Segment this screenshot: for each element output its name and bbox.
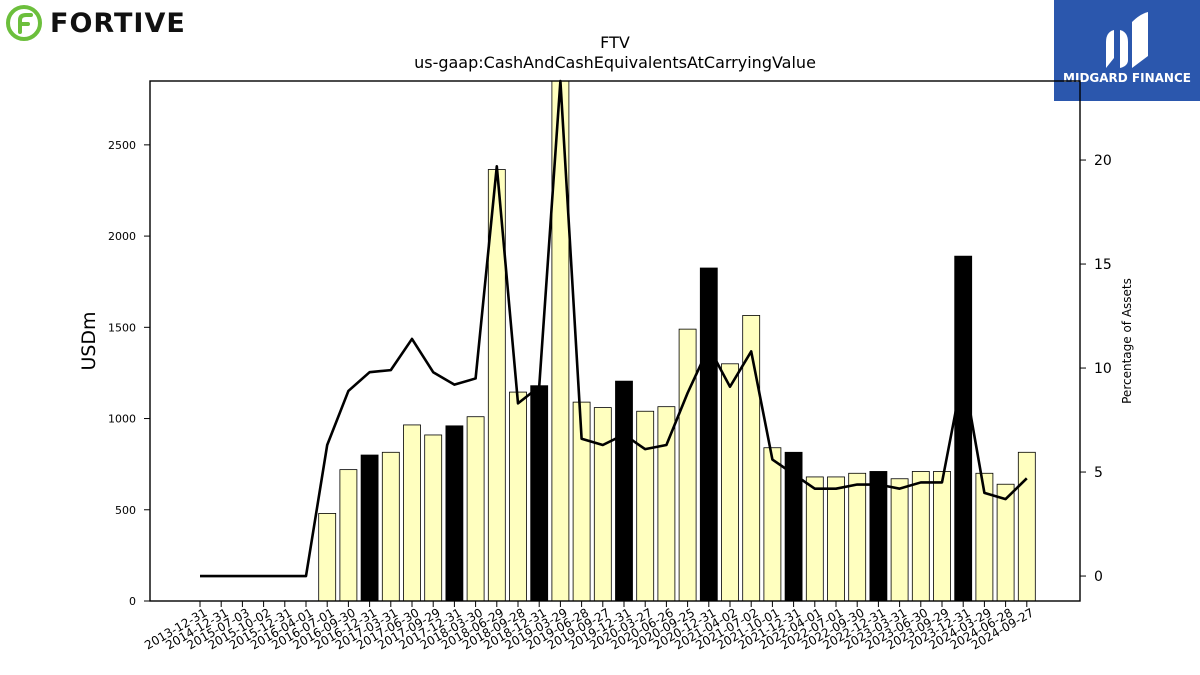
y-axis-label: USDm	[78, 311, 100, 370]
fortive-logo-text: FORTIVE	[50, 7, 186, 39]
y-tick-label: 0	[129, 595, 136, 608]
bar	[615, 380, 633, 602]
y2-tick-label: 15	[1094, 257, 1112, 273]
y-tick-label: 2500	[108, 139, 136, 152]
bar	[954, 255, 973, 602]
y2-axis-label: Percentage of Assets	[1120, 278, 1134, 404]
bar	[763, 447, 782, 602]
badge-text: MIDGARD FINANCE	[1063, 71, 1191, 85]
bar	[827, 476, 845, 602]
chart-title: FTV	[600, 33, 630, 52]
bar	[933, 471, 951, 602]
bar	[445, 425, 464, 602]
plot-area-frame	[149, 80, 1081, 602]
bar	[466, 416, 485, 602]
bar	[530, 385, 549, 602]
bar	[424, 434, 443, 602]
y2-tick-label: 0	[1094, 569, 1103, 585]
bar	[742, 315, 761, 602]
bar	[996, 483, 1015, 602]
bar	[360, 454, 379, 602]
chart-subtitle: us-gaap:CashAndCashEquivalentsAtCarrying…	[414, 53, 816, 72]
bar	[678, 328, 697, 602]
bar	[403, 424, 421, 602]
bar	[890, 478, 909, 602]
bar	[636, 410, 655, 602]
bar	[318, 513, 337, 602]
y-tick-label: 500	[115, 504, 136, 517]
midgard-finance-badge: MIDGARD FINANCE	[1054, 0, 1200, 101]
fortive-logo-icon	[6, 5, 42, 41]
bar	[848, 472, 867, 602]
bar	[381, 451, 400, 602]
y2-tick-label: 5	[1094, 465, 1103, 481]
y2-tick-label: 10	[1094, 361, 1112, 377]
bar	[911, 471, 930, 602]
bar	[657, 406, 676, 602]
y-tick-label: 1500	[108, 321, 136, 334]
y-tick-label: 1000	[108, 413, 136, 426]
percentage-line	[200, 79, 1028, 578]
bar	[593, 407, 612, 602]
y-tick-label: 2000	[108, 230, 136, 243]
fortive-logo: FORTIVE	[6, 4, 186, 42]
bar	[339, 469, 358, 602]
y2-tick-label: 20	[1094, 153, 1112, 169]
midgard-logo-icon	[1106, 12, 1148, 68]
bar	[1017, 451, 1036, 602]
bar	[509, 391, 527, 602]
bar	[721, 363, 739, 602]
bar	[805, 476, 824, 602]
bar	[699, 267, 718, 602]
bar	[869, 471, 888, 602]
